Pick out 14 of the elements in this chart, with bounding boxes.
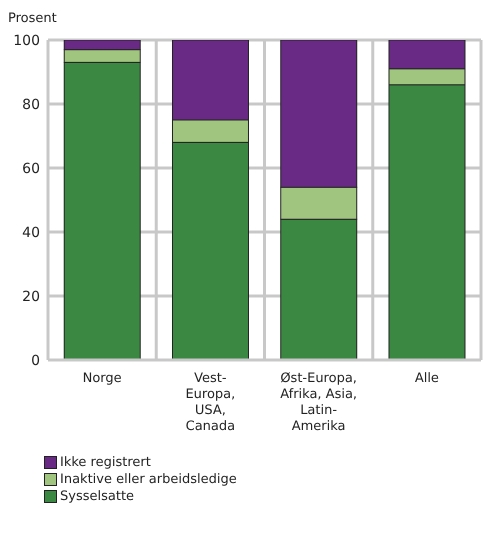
y-tick-label: 100 bbox=[13, 32, 40, 49]
legend-label: Inaktive eller arbeidsledige bbox=[59, 471, 237, 488]
y-tick-label: 20 bbox=[22, 288, 40, 305]
legend-label: Sysselsatte bbox=[59, 488, 134, 505]
x-tick-label: Øst-Europa, Afrika, Asia, Latin- Amerika bbox=[280, 371, 358, 434]
x-tick-label: Vest- Europa, USA, Canada bbox=[185, 371, 236, 434]
y-tick-label: 60 bbox=[22, 160, 40, 177]
legend-label: Ikke registrert bbox=[59, 454, 151, 471]
y-axis-title: Prosent bbox=[8, 10, 58, 28]
y-tick-label: 80 bbox=[22, 96, 40, 113]
y-tick-label: 40 bbox=[22, 224, 40, 241]
y-tick-label: 0 bbox=[31, 352, 40, 369]
x-tick-label: Alle bbox=[414, 371, 439, 386]
x-tick-label: Norge bbox=[82, 371, 122, 386]
